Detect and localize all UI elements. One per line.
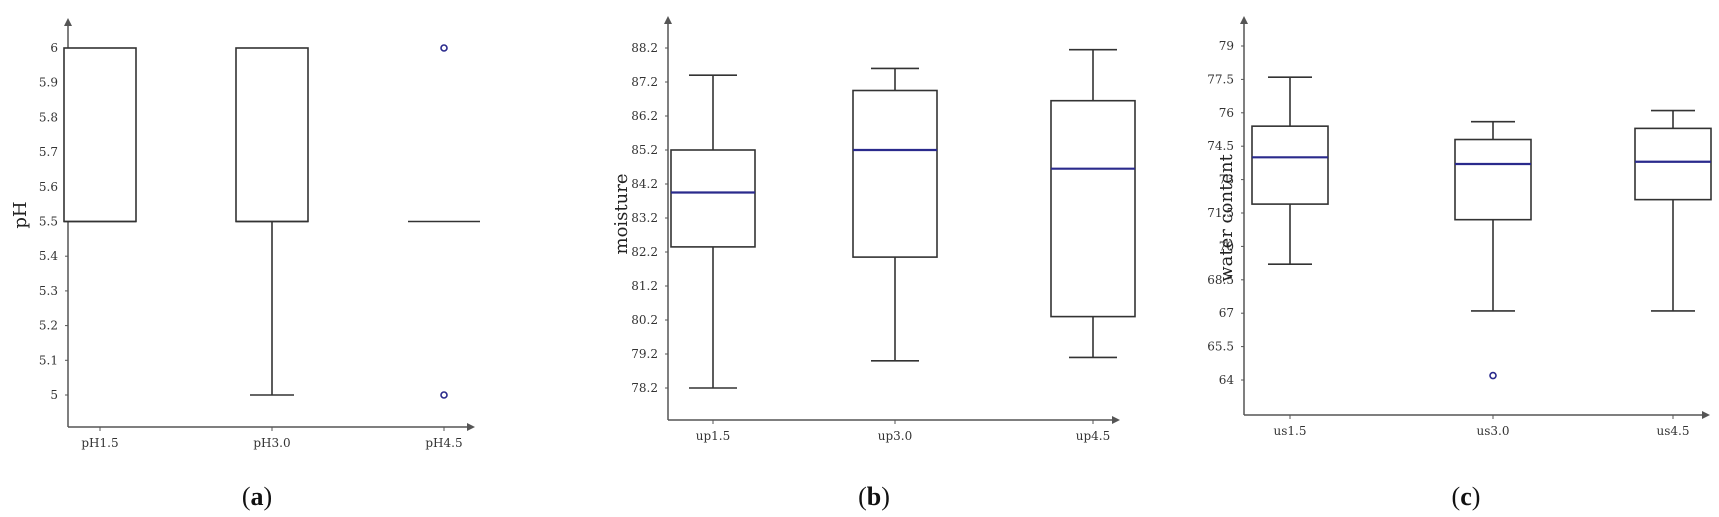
panel-caption: (c) (1452, 482, 1481, 511)
y-tick-label: 82.2 (631, 245, 658, 259)
outlier-point (440, 391, 448, 399)
y-tick-label: 5.4 (39, 249, 58, 263)
y-tick-label: 5.2 (39, 319, 58, 333)
box-iqr (235, 47, 309, 223)
x-tick-label: pH4.5 (425, 436, 462, 450)
box-iqr (63, 47, 137, 223)
outlier-point (440, 44, 448, 52)
y-tick-label: 68.5 (1207, 273, 1234, 287)
panel-caption: (a) (242, 482, 272, 511)
box-iqr (1251, 125, 1329, 205)
y-tick-label: 84.2 (631, 177, 658, 191)
y-tick-label: 5.3 (39, 284, 58, 298)
x-axis-arrow (1702, 411, 1710, 419)
y-tick-label: 78.2 (631, 381, 658, 395)
y-tick-label: 64 (1219, 373, 1235, 387)
box-up4.5 (1050, 48, 1136, 359)
x-axis-arrow (1112, 416, 1120, 424)
box-pH4.5 (408, 44, 480, 399)
x-tick-label: up3.0 (878, 429, 913, 443)
y-tick-label: 86.2 (631, 109, 658, 123)
y-tick-label: 5 (50, 388, 58, 402)
y-tick-label: 70 (1219, 239, 1234, 253)
box-iqr (852, 89, 938, 258)
y-tick-label: 5.1 (39, 353, 58, 367)
box-pH3.0 (235, 47, 309, 396)
box-us4.5 (1634, 109, 1712, 312)
y-tick-label: 80.2 (631, 313, 658, 327)
y-tick-label: 67 (1219, 306, 1234, 320)
box-us3.0 (1454, 120, 1532, 380)
y-tick-label: 79.2 (631, 347, 658, 361)
y-tick-label: 5.9 (39, 76, 58, 90)
y-axis-arrow (64, 18, 72, 26)
y-axis-label: pH (10, 201, 31, 228)
box-iqr (1634, 127, 1712, 201)
box-iqr (1454, 138, 1532, 221)
y-axis-arrow (1240, 16, 1248, 24)
box-iqr (1050, 99, 1136, 318)
chart-panel-b: 78.2 79.2 80.2 81.2 82.2 83.2 84.2 85.2 86.2 87.2… (611, 16, 1136, 511)
y-tick-label: 77.5 (1207, 72, 1234, 86)
y-tick-label: 83.2 (631, 211, 658, 225)
y-tick-label: 5.8 (39, 110, 58, 124)
outlier-point (1489, 371, 1497, 380)
y-axis-arrow (664, 16, 672, 24)
y-tick-label: 81.2 (631, 279, 658, 293)
y-tick-label: 87.2 (631, 75, 658, 89)
y-tick-label: 73 (1219, 173, 1234, 187)
y-tick-label: 79 (1219, 39, 1234, 53)
x-tick-label: us1.5 (1274, 424, 1307, 438)
y-tick-label: 76 (1219, 106, 1234, 120)
box-up1.5 (670, 74, 756, 389)
y-tick-label: 65.5 (1207, 340, 1234, 354)
y-tick-label: 85.2 (631, 143, 658, 157)
y-tick-label: 74.5 (1207, 139, 1234, 153)
x-tick-label: us4.5 (1657, 424, 1690, 438)
y-tick-label: 88.2 (631, 41, 658, 55)
x-axis-arrow (467, 423, 475, 431)
chart-panel-c: 64 65.5 67 68.5 70 71.5 73 74.5 76 77.5 79 us1.5 us3… (1207, 16, 1712, 511)
x-tick-label: pH1.5 (81, 436, 118, 450)
y-axis-label: moisture (611, 174, 632, 255)
box-iqr (670, 149, 756, 248)
y-tick-label: 5.5 (39, 215, 58, 229)
box-us1.5 (1251, 76, 1329, 266)
x-tick-label: up4.5 (1076, 429, 1111, 443)
box-up3.0 (852, 67, 938, 362)
y-tick-label: 71.5 (1207, 206, 1234, 220)
panel-caption: (b) (858, 482, 890, 511)
y-axis-label: water content (1216, 153, 1237, 281)
x-tick-label: us3.0 (1477, 424, 1510, 438)
y-tick-label: 5.6 (39, 180, 58, 194)
chart-panel-a: 5 5.1 5.2 5.3 5.4 5.5 5.6 5.7 5.8 5.9 6 pH1.5 pH3.0 p… (10, 18, 480, 511)
x-tick-label: up1.5 (696, 429, 731, 443)
x-tick-label: pH3.0 (253, 436, 290, 450)
box-pH1.5 (63, 47, 137, 223)
y-tick-label: 6 (50, 41, 58, 55)
y-tick-label: 5.7 (39, 145, 58, 159)
